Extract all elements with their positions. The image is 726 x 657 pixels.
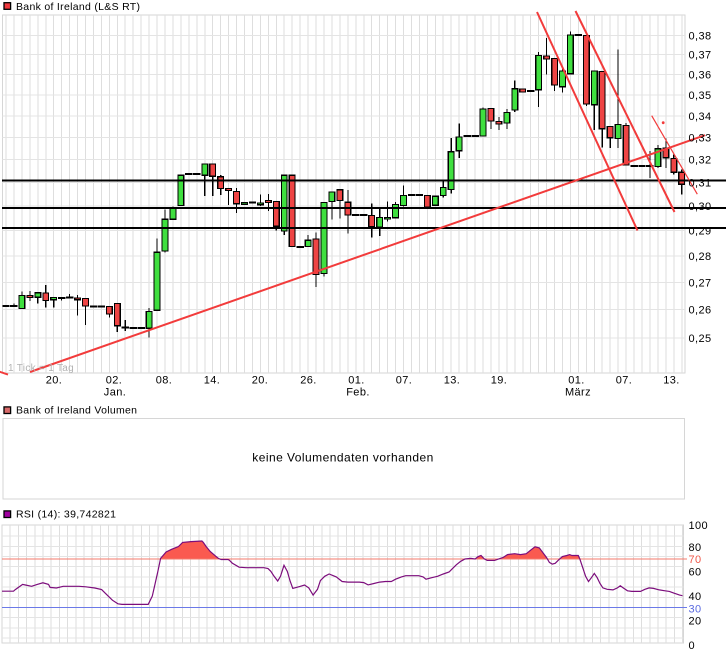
svg-text:0,33: 0,33: [689, 132, 712, 144]
svg-text:0,38: 0,38: [689, 30, 712, 42]
svg-text:100: 100: [689, 520, 709, 532]
svg-text:0,36: 0,36: [689, 70, 712, 82]
svg-text:0,31: 0,31: [689, 178, 712, 190]
svg-text:02.: 02.: [106, 375, 123, 387]
svg-text:40: 40: [689, 591, 702, 603]
svg-text:07.: 07.: [616, 375, 633, 387]
svg-text:13.: 13.: [444, 375, 461, 387]
svg-text:0,28: 0,28: [689, 251, 712, 263]
svg-text:1 Tick = 1 Tag: 1 Tick = 1 Tag: [8, 363, 74, 374]
svg-text:30: 30: [689, 603, 702, 615]
svg-text:01.: 01.: [568, 375, 585, 387]
svg-text:0: 0: [689, 640, 696, 652]
svg-text:60: 60: [689, 566, 702, 578]
svg-text:08.: 08.: [156, 375, 173, 387]
svg-text:0,32: 0,32: [689, 155, 712, 167]
svg-text:keine Volumendaten vorhanden: keine Volumendaten vorhanden: [252, 451, 433, 465]
svg-text:März: März: [565, 387, 591, 399]
svg-text:20.: 20.: [46, 375, 63, 387]
svg-text:70: 70: [689, 554, 702, 566]
svg-text:0,26: 0,26: [689, 305, 712, 317]
svg-text:20.: 20.: [252, 375, 269, 387]
svg-text:0,30: 0,30: [689, 201, 712, 213]
svg-text:Jan.: Jan.: [104, 387, 126, 399]
svg-text:20: 20: [689, 616, 702, 628]
svg-text:0,27: 0,27: [689, 277, 712, 289]
svg-text:Feb.: Feb.: [346, 387, 370, 399]
svg-text:14.: 14.: [204, 375, 221, 387]
svg-text:0,34: 0,34: [689, 111, 712, 123]
svg-text:0,37: 0,37: [689, 50, 712, 62]
svg-text:13.: 13.: [663, 375, 680, 387]
svg-text:26.: 26.: [300, 375, 317, 387]
svg-text:0,29: 0,29: [689, 226, 712, 238]
svg-text:0,35: 0,35: [689, 90, 712, 102]
svg-text:Bank of Ireland Volumen: Bank of Ireland Volumen: [16, 405, 137, 417]
svg-text:07.: 07.: [396, 375, 413, 387]
svg-text:RSI (14): 39,742821: RSI (14): 39,742821: [16, 509, 116, 521]
svg-text:01.: 01.: [348, 375, 365, 387]
svg-text:0,25: 0,25: [689, 333, 712, 345]
svg-text:19.: 19.: [491, 375, 508, 387]
svg-text:Bank of Ireland (L&S RT): Bank of Ireland (L&S RT): [16, 1, 140, 13]
svg-text:80: 80: [689, 542, 702, 554]
